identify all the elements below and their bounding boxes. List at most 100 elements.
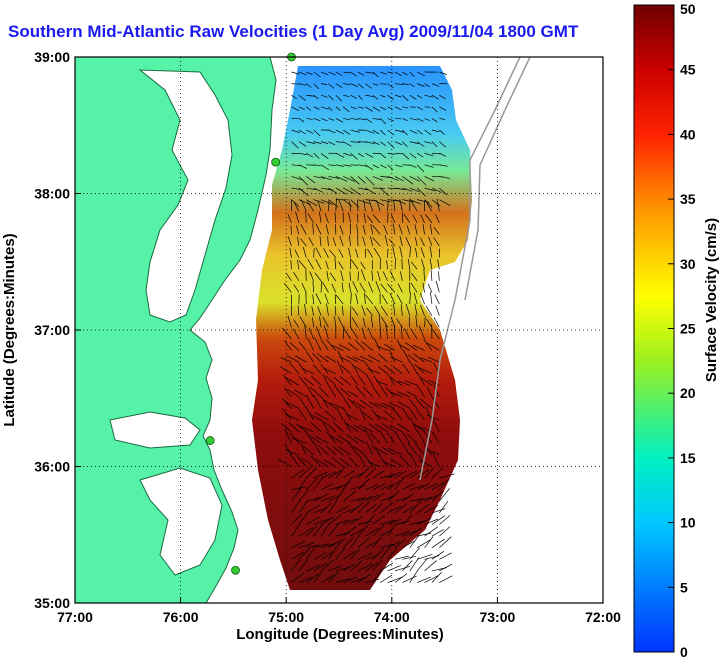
chesapeake-bay xyxy=(138,69,233,323)
velocity-arrow xyxy=(365,562,378,572)
velocity-arrow xyxy=(350,497,366,502)
velocity-arrow xyxy=(394,199,406,205)
velocity-arrow xyxy=(298,83,307,86)
velocity-arrow xyxy=(425,214,433,224)
velocity-arrow xyxy=(409,520,426,525)
velocity-arrow xyxy=(287,214,292,223)
velocity-arrow xyxy=(284,443,292,456)
velocity-arrow xyxy=(358,406,366,421)
velocity-arrow xyxy=(335,519,350,525)
velocity-arrow xyxy=(409,94,417,100)
velocity-arrow xyxy=(381,294,388,305)
velocity-arrow xyxy=(373,375,381,386)
velocity-arrow xyxy=(369,236,374,247)
velocity-arrow xyxy=(300,457,314,467)
velocity-arrow xyxy=(285,449,299,456)
velocity-arrow xyxy=(402,530,418,537)
velocity-arrow xyxy=(366,307,374,316)
velocity-arrow xyxy=(329,272,337,282)
velocity-arrow xyxy=(320,141,329,144)
velocity-arrow xyxy=(439,129,445,135)
velocity-arrow xyxy=(389,270,396,282)
velocity-arrow xyxy=(431,572,442,583)
velocity-arrow xyxy=(317,200,322,212)
velocity-arrow xyxy=(357,94,363,100)
velocity-arrow xyxy=(320,118,328,122)
velocity-arrow xyxy=(349,200,351,212)
velocity-arrow xyxy=(281,407,292,421)
velocity-arrow xyxy=(365,294,374,305)
velocity-arrow xyxy=(307,258,314,270)
velocity-arrow xyxy=(283,387,292,398)
velocity-arrow xyxy=(424,129,432,136)
velocity-arrow xyxy=(306,83,312,88)
velocity-arrow xyxy=(357,563,373,572)
velocity-arrow xyxy=(405,236,411,247)
velocity-arrow xyxy=(380,483,393,491)
velocity-arrow xyxy=(335,106,341,111)
velocity-arrow xyxy=(375,380,388,386)
velocity-arrow xyxy=(311,375,322,386)
velocity-arrow xyxy=(320,71,329,76)
velocity-arrow xyxy=(375,447,388,456)
velocity-arrow xyxy=(320,471,336,479)
velocity-arrow xyxy=(343,118,351,121)
velocity-arrow xyxy=(390,391,403,398)
velocity-arrow xyxy=(392,223,396,235)
velocity-arrow xyxy=(372,470,385,479)
velocity-arrow xyxy=(424,106,431,108)
velocity-arrow xyxy=(350,560,363,572)
velocity-arrow xyxy=(328,187,338,194)
velocity-arrow xyxy=(337,316,344,328)
velocity-arrow xyxy=(335,198,337,212)
velocity-arrow xyxy=(329,435,344,444)
velocity-arrow xyxy=(357,164,368,167)
velocity-arrow xyxy=(338,248,344,258)
velocity-arrow xyxy=(388,238,396,247)
velocity-arrow xyxy=(289,247,292,258)
velocity-arrow xyxy=(409,408,418,421)
velocity-arrow xyxy=(416,483,430,491)
velocity-arrow xyxy=(387,283,396,293)
velocity-arrow xyxy=(367,248,374,258)
velocity-arrow xyxy=(350,535,360,548)
velocity-arrow xyxy=(365,71,374,74)
velocity-arrow xyxy=(336,360,344,374)
velocity-arrow xyxy=(424,164,434,168)
velocity-arrow xyxy=(400,271,403,281)
velocity-arrow xyxy=(415,315,418,328)
velocity-arrow xyxy=(342,536,354,548)
velocity-arrow xyxy=(320,495,335,502)
velocity-arrow xyxy=(335,547,346,560)
velocity-arrow xyxy=(409,497,425,502)
velocity-arrow xyxy=(380,519,396,525)
velocity-arrow xyxy=(365,578,380,583)
velocity-arrow xyxy=(313,187,324,193)
velocity-arrow xyxy=(348,247,351,258)
velocity-arrow xyxy=(298,396,307,409)
velocity-arrow xyxy=(402,152,410,160)
velocity-arrow xyxy=(379,187,389,196)
velocity-arrow xyxy=(372,237,381,247)
velocity-arrow xyxy=(361,305,366,316)
velocity-arrow xyxy=(373,337,381,351)
velocity-arrow xyxy=(394,530,410,537)
colorbar-tick-label: 30 xyxy=(680,256,696,272)
velocity-arrow xyxy=(409,199,421,205)
velocity-arrow xyxy=(407,354,418,363)
velocity-arrow xyxy=(386,431,396,444)
velocity-arrow xyxy=(367,327,374,340)
velocity-arrow xyxy=(367,368,381,375)
velocity-arrow xyxy=(313,164,321,166)
velocity-arrow xyxy=(319,316,322,328)
velocity-arrow xyxy=(365,164,374,171)
velocity-arrow xyxy=(328,71,336,76)
velocity-arrow xyxy=(330,402,344,409)
colorbar-tick-label: 20 xyxy=(680,385,696,401)
velocity-arrow xyxy=(281,423,292,432)
velocity-arrow xyxy=(324,293,329,305)
velocity-arrow xyxy=(408,398,418,409)
velocity-arrow xyxy=(431,550,445,560)
colorbar-tick-label: 0 xyxy=(680,644,688,659)
velocity-arrow xyxy=(372,515,385,525)
